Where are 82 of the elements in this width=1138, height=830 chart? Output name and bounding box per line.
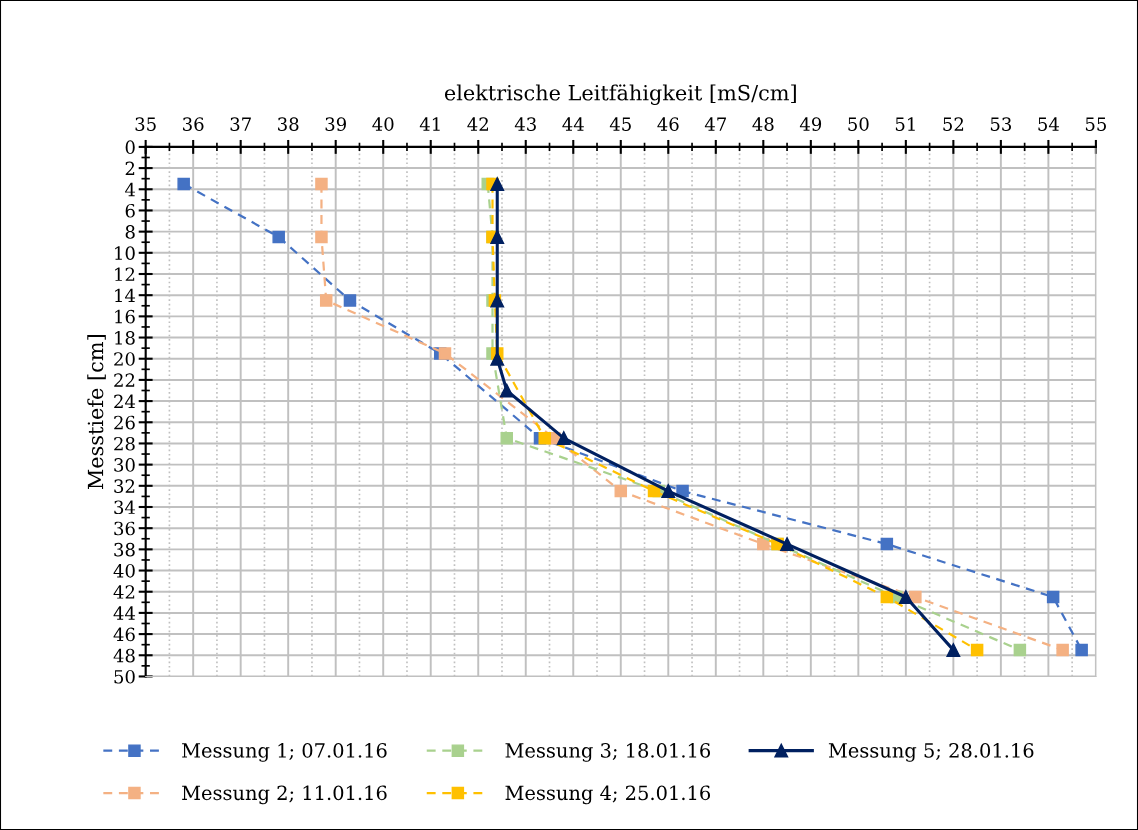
point [946,643,961,657]
y-tick-label: 20 [114,352,135,366]
point [1056,643,1069,657]
x-tick-label: 48 [752,117,774,131]
x-tick-label: 53 [990,117,1012,131]
x-tick-label: 50 [848,117,869,131]
point [315,230,328,244]
y-tick-label: 18 [115,331,135,345]
y-tick-label: 32 [114,479,135,493]
y-tick-label: 42 [113,585,135,599]
x-tick-label: 39 [325,117,346,131]
point [490,351,505,366]
legend-label: Messung 1; 07.01.16 [182,743,387,762]
y-tick-label: 10 [115,246,135,260]
point [319,294,333,307]
point [1046,590,1060,604]
x-tick-label: 40 [372,117,394,131]
legend-label: Messung 4; 25.01.16 [505,785,711,805]
point [970,643,984,657]
point [880,590,894,604]
point [909,590,922,604]
x-axis-title: elektrische Leitfähigkeit [mS/cm] [444,84,796,105]
point [499,383,514,398]
x-tick-label: 55 [1085,117,1106,131]
point [438,347,452,360]
point [556,431,571,446]
y-tick-label: 12 [115,267,135,281]
x-tick-label: 54 [1038,117,1059,131]
y-tick-label: 4 [125,182,136,197]
y-tick-label: 14 [115,288,136,303]
x-tick-label: 38 [278,117,299,131]
x-tick-label: 37 [230,117,251,131]
y-tick-label: 34 [114,500,136,515]
point [343,294,357,307]
legend-label: Messung 2; 11.01.16 [182,785,387,805]
y-tick-label: 6 [125,203,135,218]
y-tick-label: 0 [125,140,135,155]
point [614,484,628,498]
y-tick-label: 30 [114,458,135,472]
x-tick-label: 49 [799,117,822,131]
point [490,229,505,244]
point [1013,643,1027,657]
legend-label: Messung 5; 28.01.16 [828,743,1034,762]
point [661,484,676,499]
point [490,177,505,191]
y-axis-title: Messtiefe [cm] [87,335,106,490]
point [880,537,894,551]
y-tick-label: 44 [113,606,136,620]
y-tick-label: 46 [113,627,135,642]
x-tick-label: 52 [943,117,964,131]
x-tick-label: 51 [895,117,915,131]
y-tick-label: 16 [115,309,135,324]
y-tick-label: 36 [114,521,135,536]
point [898,590,913,604]
point [780,537,795,552]
point [1075,643,1088,657]
y-tick-label: 22 [114,373,135,387]
point [500,431,514,445]
x-tick-label: 35 [135,117,156,131]
legend-label: Messung 3; 18.01.16 [505,743,711,762]
y-tick-label: 40 [113,564,135,578]
point [538,431,552,445]
y-tick-label: 48 [113,648,135,663]
x-tick-label: 42 [467,117,488,131]
y-tick-label: 26 [114,415,135,430]
x-tick-label: 41 [419,117,440,131]
point [757,537,770,551]
y-tick-label: 24 [114,394,136,408]
y-tick-label: 8 [125,225,135,239]
point [272,230,285,244]
y-tick-label: 2 [125,161,135,175]
x-tick-label: 47 [704,117,726,131]
y-tick-label: 50 [114,669,135,684]
x-tick-label: 45 [609,117,631,131]
x-tick-label: 44 [562,117,584,131]
y-tick-label: 28 [114,436,135,451]
x-tick-label: 43 [514,117,536,131]
x-tick-label: 36 [183,117,204,131]
point [177,177,190,191]
x-tick-label: 46 [657,117,679,131]
y-tick-label: 38 [114,542,135,557]
point [315,177,328,191]
